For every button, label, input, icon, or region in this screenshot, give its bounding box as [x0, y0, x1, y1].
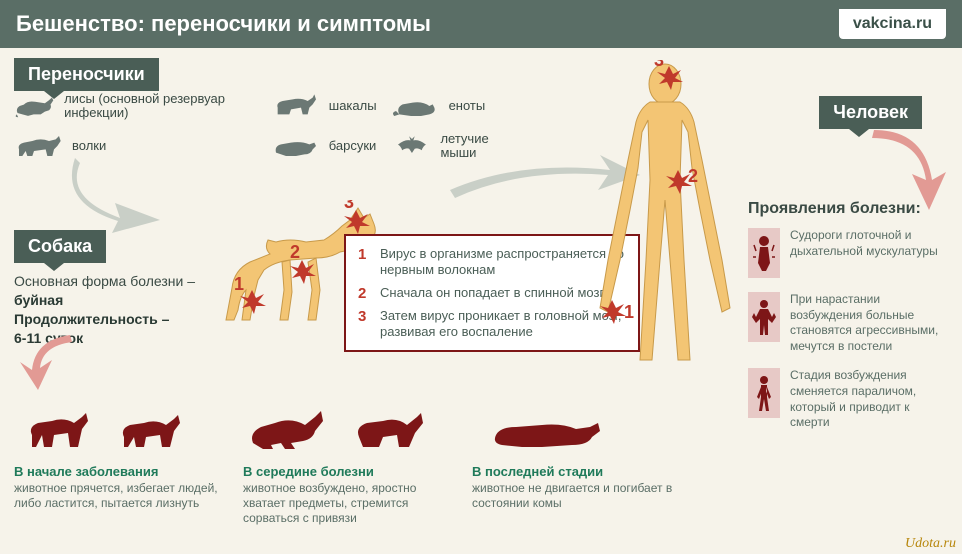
symptom-text: При нарастании возбуждения больные стано…: [790, 292, 948, 354]
animal-raccoon: еноты: [391, 90, 514, 122]
watermark: Udota.ru: [905, 536, 956, 552]
animal-label: волки: [72, 139, 106, 153]
stage-title: В последней стадии: [472, 464, 677, 479]
animal-jackal: шакалы: [271, 90, 377, 122]
arrow-carriers-to-dog-icon: [60, 158, 220, 233]
fox-icon: [14, 90, 56, 122]
symptoms-title: Проявления болезни:: [748, 200, 948, 218]
stage-text: животное прячется, избегает людей, либо …: [14, 481, 219, 511]
step-number: 2: [358, 285, 372, 302]
infographic-page: Бешенство: переносчики и симптомы vakcin…: [0, 0, 962, 554]
dog-duration-label: Продолжительность –: [14, 311, 169, 327]
animal-label: шакалы: [329, 99, 377, 113]
symptom-text: Судороги глоточной и дыхательной мускула…: [790, 228, 948, 259]
header-bar: Бешенство: переносчики и симптомы vakcin…: [0, 0, 962, 48]
arrow-dog-to-stages-icon: [20, 330, 90, 390]
symptom-agitation-icon: [748, 292, 780, 342]
animal-column: шакалы барсуки: [271, 90, 377, 162]
dog-form-value: буйная: [14, 292, 63, 308]
raccoon-icon: [391, 90, 441, 122]
label-arrow-icon: [44, 263, 64, 271]
symptom-throat-icon: [748, 228, 780, 278]
stage-text: животное возбуждено, яростно хватает пре…: [243, 481, 448, 526]
stage-early-icon: [14, 403, 214, 453]
stage-middle-icon: [243, 403, 443, 453]
animal-label: лисы (основной резервуар инфекции): [64, 92, 257, 121]
symptom-item: Стадия возбуждения сменяется параличом, …: [748, 368, 948, 430]
stage-final: В последней стадии животное не двигается…: [472, 403, 677, 526]
stage-early: В начале заболевания животное прячется, …: [14, 403, 219, 526]
carriers-animals: лисы (основной резервуар инфекции) волки…: [14, 90, 514, 162]
dog-label: Собака: [14, 230, 106, 263]
stage-text: животное не двигается и погибает в состо…: [472, 481, 677, 511]
symptom-item: При нарастании возбуждения больные стано…: [748, 292, 948, 354]
animal-column: лисы (основной резервуар инфекции) волки: [14, 90, 257, 162]
disease-stages: В начале заболевания животное прячется, …: [14, 403, 694, 526]
human-figure: 3 2 1: [580, 60, 750, 380]
animal-label: барсуки: [329, 139, 377, 153]
arrow-human-to-symptoms-icon: [854, 120, 954, 210]
brand-badge: vakcina.ru: [839, 9, 946, 39]
wolf-icon: [14, 130, 64, 162]
stage-title: В начале заболевания: [14, 464, 219, 479]
svg-text:1: 1: [234, 274, 244, 294]
animal-badger: барсуки: [271, 130, 377, 162]
svg-text:3: 3: [344, 200, 354, 212]
step-number: 3: [358, 308, 372, 341]
svg-text:1: 1: [624, 302, 634, 322]
symptom-item: Судороги глоточной и дыхательной мускула…: [748, 228, 948, 278]
animal-fox: лисы (основной резервуар инфекции): [14, 90, 257, 122]
symptom-text: Стадия возбуждения сменяется параличом, …: [790, 368, 948, 430]
page-title: Бешенство: переносчики и симптомы: [16, 11, 431, 37]
svg-text:2: 2: [688, 166, 698, 186]
carriers-label: Переносчики: [14, 58, 159, 91]
stage-middle: В середине болезни животное возбуждено, …: [243, 403, 448, 526]
step-number: 1: [358, 246, 372, 279]
stage-title: В середине болезни: [243, 464, 448, 479]
stage-final-icon: [472, 403, 672, 453]
svg-text:3: 3: [654, 60, 664, 70]
dog-form-label: Основная форма болезни –: [14, 273, 195, 289]
badger-icon: [271, 130, 321, 162]
symptoms-section: Проявления болезни: Судороги глоточной и…: [748, 200, 948, 445]
symptom-paralysis-icon: [748, 368, 780, 418]
jackal-icon: [271, 90, 321, 122]
svg-text:2: 2: [290, 242, 300, 262]
dog-section: Собака: [14, 230, 106, 271]
bat-icon: [391, 130, 433, 162]
animal-label: еноты: [449, 99, 486, 113]
step-text: Сначала он попадает в спинной мозг: [380, 285, 604, 302]
